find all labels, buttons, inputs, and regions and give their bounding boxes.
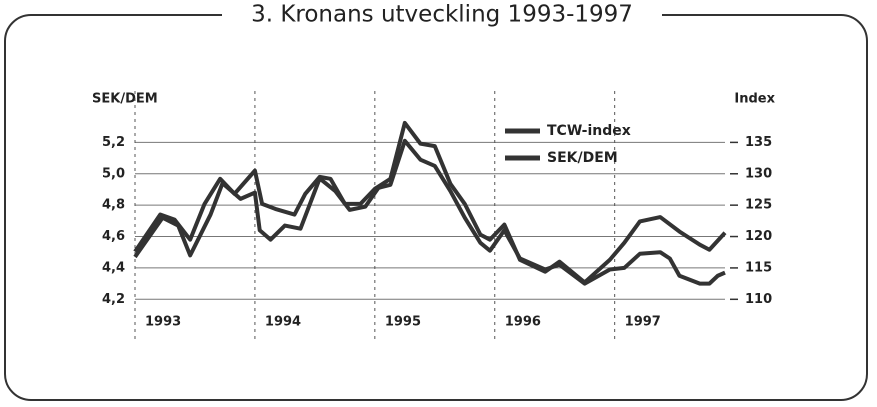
x-tick-label: 1993 [145, 315, 181, 330]
legend-label: SEK/DEM [547, 150, 618, 166]
y-tick-label: 4,8 [102, 198, 125, 213]
y-tick-label: 5,0 [102, 166, 125, 181]
y2-tick-label: 125 [745, 198, 772, 213]
x-tick-label: 1995 [385, 315, 421, 330]
chart-title: 3. Kronans utveckling 1993-1997 [251, 2, 633, 28]
y2-tick-label: 135 [745, 135, 772, 150]
series-line [133, 138, 726, 286]
x-tick-label: 1994 [265, 315, 301, 330]
y-tick-label: 4,6 [102, 229, 125, 244]
series-line [133, 120, 727, 285]
y2-tick-label: 130 [745, 166, 772, 181]
y-axis-label: SEK/DEM [92, 92, 158, 107]
y2-tick-label: 120 [745, 229, 772, 244]
y2-axis-label: Index [734, 92, 775, 107]
y-tick-label: 5,2 [102, 135, 125, 150]
y2-tick-label: 115 [745, 260, 772, 275]
x-tick-label: 1996 [505, 315, 541, 330]
title-background [222, 2, 662, 30]
x-tick-label: 1997 [625, 315, 661, 330]
frame [4, 14, 868, 401]
y2-tick-label: 110 [745, 292, 772, 307]
y-tick-label: 4,2 [102, 292, 125, 307]
legend-label: TCW-index [547, 123, 631, 139]
y-tick-label: 4,4 [102, 260, 125, 275]
